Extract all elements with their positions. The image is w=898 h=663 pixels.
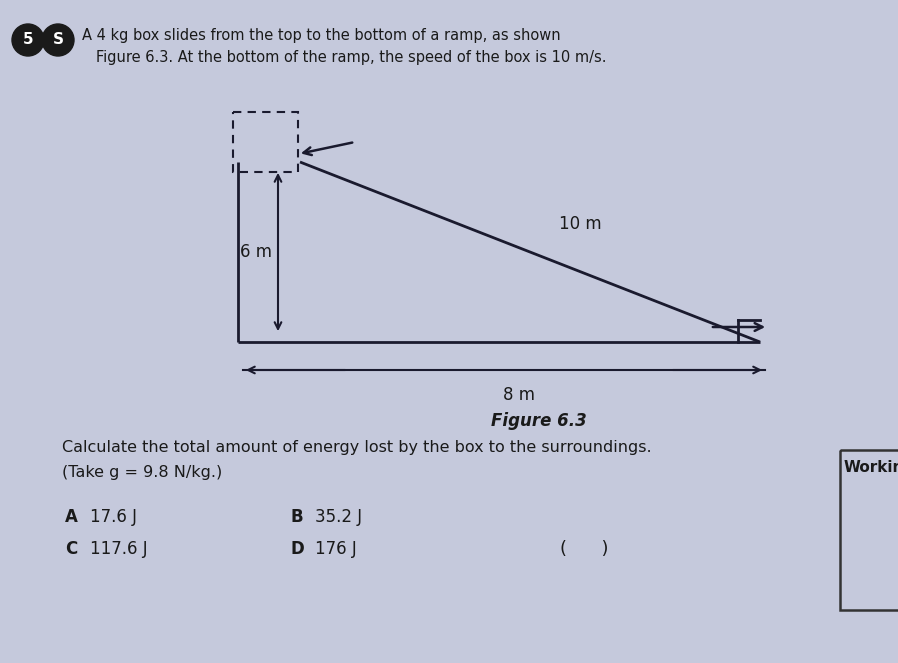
Text: Figure 6.3. At the bottom of the ramp, the speed of the box is 10 m/s.: Figure 6.3. At the bottom of the ramp, t…: [96, 50, 606, 65]
Text: Working/: Working/: [844, 460, 898, 475]
Text: A 4 kg box slides from the top to the bottom of a ramp, as shown: A 4 kg box slides from the top to the bo…: [82, 28, 560, 43]
Text: S: S: [52, 32, 64, 48]
Text: C: C: [65, 540, 77, 558]
Circle shape: [12, 24, 44, 56]
Text: (Take g = 9.8 N/kg.): (Take g = 9.8 N/kg.): [62, 465, 222, 480]
Text: 6 m: 6 m: [240, 243, 272, 261]
Circle shape: [42, 24, 74, 56]
Text: 17.6 J: 17.6 J: [90, 508, 137, 526]
Text: 5: 5: [22, 32, 33, 48]
Bar: [840, 450, 898, 610]
Text: Figure 6.3: Figure 6.3: [491, 412, 587, 430]
Text: 35.2 J: 35.2 J: [315, 508, 362, 526]
Text: (      ): ( ): [560, 540, 609, 558]
Bar: [233, 112, 298, 172]
Text: 176 J: 176 J: [315, 540, 357, 558]
Text: D: D: [290, 540, 304, 558]
Text: 117.6 J: 117.6 J: [90, 540, 147, 558]
Text: B: B: [290, 508, 303, 526]
Text: 10 m: 10 m: [559, 215, 602, 233]
Text: A: A: [65, 508, 78, 526]
Text: Calculate the total amount of energy lost by the box to the surroundings.: Calculate the total amount of energy los…: [62, 440, 652, 455]
Text: 8 m: 8 m: [503, 386, 535, 404]
